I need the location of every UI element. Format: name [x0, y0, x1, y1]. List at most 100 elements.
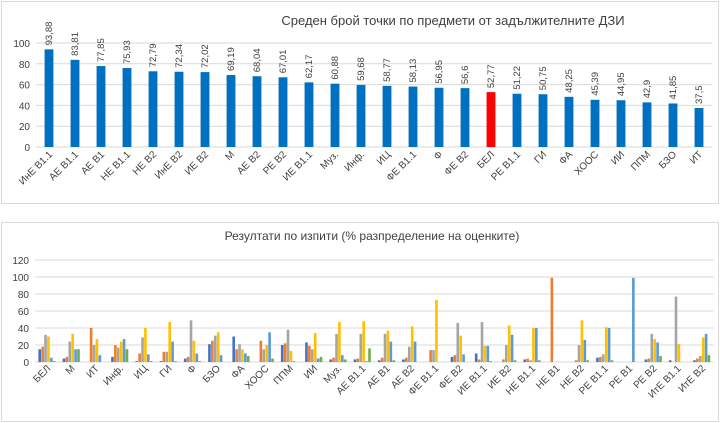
- x-tick-label: М: [223, 149, 237, 163]
- data-label: 51,22: [512, 66, 523, 90]
- bar: [668, 103, 678, 147]
- bar: [319, 356, 323, 362]
- bar: [44, 49, 54, 147]
- bar: [386, 330, 390, 362]
- bar: [453, 355, 457, 362]
- bar: [244, 353, 247, 362]
- bar: [65, 356, 69, 362]
- bar: [70, 59, 80, 147]
- x-tick-label: ГИ: [532, 149, 549, 166]
- y-tick-label: 60: [18, 307, 30, 318]
- bar: [405, 357, 408, 362]
- bar: [286, 329, 290, 362]
- bar: [330, 83, 340, 147]
- bar: [96, 66, 106, 147]
- y-tick-label: 20: [18, 341, 30, 352]
- bar: [365, 361, 368, 362]
- bar: [707, 355, 711, 362]
- bar: [268, 332, 271, 362]
- bar: [44, 334, 47, 362]
- data-label: 44,95: [616, 72, 627, 96]
- bar: [147, 354, 150, 362]
- y-tick-label: 60: [19, 81, 31, 92]
- y-tick-label: 100: [12, 273, 29, 284]
- bar: [335, 333, 338, 362]
- x-tick-label: ИТ: [688, 149, 705, 166]
- bar: [668, 360, 672, 362]
- x-tick-label: ИЕ В2: [183, 149, 212, 178]
- bar: [356, 358, 360, 362]
- bar: [383, 333, 387, 362]
- x-tick-label: ИИ: [609, 149, 627, 167]
- data-label: 72,02: [200, 44, 211, 68]
- bar: [535, 328, 538, 362]
- bar: [68, 341, 72, 362]
- bar: [359, 333, 363, 362]
- data-label: 60,88: [330, 56, 341, 80]
- bar: [292, 361, 296, 362]
- data-label: 72,79: [148, 44, 159, 68]
- data-label: 58,13: [408, 59, 419, 83]
- bar: [435, 299, 438, 362]
- y-tick-label: 20: [19, 122, 31, 133]
- bar: [550, 277, 554, 362]
- bar: [564, 96, 574, 147]
- bar: [189, 320, 193, 362]
- bar: [183, 358, 187, 362]
- data-label: 68,04: [252, 48, 263, 72]
- bar: [52, 361, 56, 362]
- bar: [283, 343, 287, 362]
- bar: [159, 361, 163, 362]
- data-label: 42,9: [642, 80, 653, 99]
- bar: [380, 357, 384, 362]
- bar: [208, 344, 211, 362]
- bar: [377, 360, 381, 362]
- bar: [698, 356, 702, 362]
- bar: [305, 342, 308, 362]
- bar: [450, 356, 454, 362]
- bar: [632, 277, 635, 362]
- bar: [219, 355, 223, 362]
- x-tick-label: ГИ: [158, 363, 175, 380]
- bar: [226, 75, 236, 147]
- data-label: 45,39: [590, 72, 601, 96]
- bar: [513, 360, 517, 362]
- x-tick-label: ФА: [230, 363, 248, 381]
- bar: [659, 356, 662, 362]
- bar: [460, 88, 470, 147]
- bar: [50, 357, 53, 362]
- bar: [265, 345, 268, 362]
- data-label: 41,85: [668, 76, 679, 100]
- bar: [341, 355, 344, 362]
- chart-panel-grade-distribution: Резултати по изпити (% разпределение на …: [1, 222, 719, 422]
- bar: [332, 357, 335, 362]
- x-tick-label: НЕ В1: [534, 363, 563, 392]
- y-tick-label: 120: [12, 256, 29, 267]
- bar: [483, 345, 487, 362]
- x-tick-label: М: [64, 363, 78, 377]
- y-tick-label: 40: [19, 101, 31, 112]
- bar: [413, 341, 417, 362]
- bar: [574, 360, 578, 362]
- x-tick-label: ППМ: [629, 149, 653, 173]
- data-label: 50,75: [538, 66, 549, 90]
- bar: [235, 349, 238, 362]
- bar: [537, 360, 541, 362]
- bars: [44, 49, 704, 147]
- bar: [538, 94, 548, 147]
- bar: [92, 345, 96, 362]
- chart-title: Резултати по изпити (% разпределение на …: [225, 229, 520, 243]
- bar: [656, 342, 659, 362]
- x-tick-label: АЕ В1: [365, 363, 393, 391]
- data-label: 56,6: [460, 66, 471, 85]
- bar: [213, 335, 217, 362]
- bar: [596, 357, 599, 362]
- bar: [47, 336, 50, 362]
- bar: [353, 359, 357, 362]
- bar: [171, 341, 174, 362]
- data-label: 48,25: [564, 69, 575, 93]
- bar: [343, 359, 347, 362]
- x-tick-label: ИИ: [302, 363, 320, 381]
- bar: [135, 361, 139, 362]
